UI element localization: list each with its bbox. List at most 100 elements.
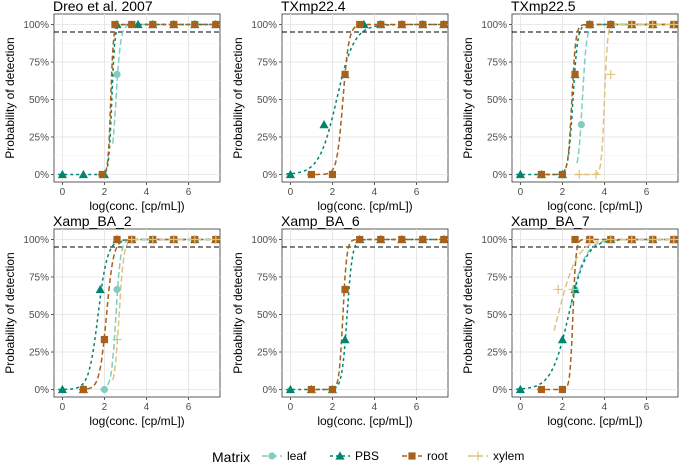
curve-root — [537, 23, 675, 176]
x-axis-title: log(conc. [cp/mL]) — [547, 414, 642, 428]
point-PBS — [57, 169, 68, 179]
x-axis-title: log(conc. [cp/mL]) — [317, 199, 412, 213]
legend: Matrix leaf PBS root xylem — [212, 449, 524, 465]
curve-root — [307, 238, 445, 391]
y-tick-label: 0% — [35, 385, 50, 396]
point-PBS — [319, 119, 329, 129]
curve-leaf — [576, 23, 675, 164]
x-tick-label: 2 — [102, 187, 108, 198]
point-root — [307, 385, 316, 394]
y-axis-title: Probability of detection — [461, 37, 475, 158]
point-root — [149, 20, 157, 29]
point-xylem — [627, 20, 637, 29]
point-root — [398, 235, 406, 244]
legend-key-marker — [335, 451, 345, 460]
point-xylem — [148, 235, 158, 244]
y-tick-label: 0% — [493, 170, 508, 181]
x-tick-label: 4 — [602, 187, 608, 198]
point-root — [571, 235, 579, 244]
x-axis-title: log(conc. [cp/mL]) — [547, 199, 642, 213]
legend-label: root — [427, 449, 448, 463]
legend-label: leaf — [287, 449, 307, 463]
x-tick-label: 2 — [330, 402, 336, 413]
point-xylem — [574, 170, 584, 179]
point-xylem — [127, 235, 137, 244]
y-tick-label: 75% — [487, 58, 507, 69]
point-root — [537, 385, 546, 394]
point-root — [212, 20, 220, 29]
panel-6: 0 2 4 6 0% 25% 50% 75% 100% Xamp_BA_7 log(conc. [c… — [461, 213, 679, 428]
panel-5: 0 2 4 6 0% 25% 50% 75% 100% Xamp_BA_6 log(conc. [c… — [231, 213, 449, 428]
point-root — [191, 20, 199, 29]
plot-area — [511, 13, 679, 183]
y-tick-label: 75% — [487, 273, 507, 284]
y-tick-label: 100% — [251, 235, 277, 246]
legend-title: Matrix — [212, 449, 250, 465]
point-root — [571, 70, 579, 79]
y-tick-label: 75% — [257, 58, 277, 69]
point-root — [419, 20, 427, 29]
x-tick-label: 2 — [560, 187, 566, 198]
y-axis-title: Probability of detection — [3, 252, 17, 373]
y-tick-label: 50% — [257, 95, 277, 106]
panel-title: Dreo et al. 2007 — [53, 0, 153, 14]
x-tick-label: 2 — [102, 402, 108, 413]
point-root — [341, 70, 349, 79]
point-root — [419, 235, 427, 244]
point-root — [440, 235, 448, 244]
point-xylem — [211, 235, 221, 244]
point-xylem — [190, 235, 200, 244]
point-xylem — [112, 335, 122, 345]
plot-area — [281, 228, 449, 398]
point-PBS — [285, 169, 296, 179]
y-axis-title: Probability of detection — [3, 37, 17, 158]
y-axis-title: Probability of detection — [231, 252, 245, 373]
curve-root — [307, 23, 445, 176]
point-root — [398, 20, 406, 29]
point-xylem — [585, 235, 595, 244]
y-tick-label: 50% — [487, 95, 507, 106]
legend-label: xylem — [493, 449, 524, 463]
x-tick-label: 4 — [372, 187, 378, 198]
point-leaf — [100, 385, 109, 394]
x-tick-label: 0 — [518, 402, 524, 413]
point-xylem — [669, 20, 679, 29]
point-root — [111, 20, 119, 29]
point-root — [356, 235, 364, 244]
point-root — [98, 170, 106, 179]
plot-area — [511, 228, 679, 398]
point-root — [307, 170, 316, 179]
legend-items: leaf PBS root xylem — [262, 449, 524, 463]
point-xylem — [553, 284, 563, 294]
legend-item-xylem: xylem — [468, 449, 524, 463]
y-axis-title: Probability of detection — [461, 252, 475, 373]
point-root — [113, 235, 121, 244]
y-tick-label: 25% — [257, 348, 277, 359]
y-axis-title: Probability of detection — [231, 37, 245, 158]
panel-title: TXmp22.4 — [281, 0, 346, 14]
panel-4: 0 2 4 6 0% 25% 50% 75% 100% Xamp_BA_2 log(conc. [c… — [3, 213, 221, 428]
point-xylem — [627, 235, 637, 244]
y-tick-label: 25% — [487, 348, 507, 359]
point-xylem — [606, 235, 616, 244]
panel-title: Xamp_BA_7 — [511, 213, 590, 229]
legend-item-leaf: leaf — [262, 449, 307, 463]
panel-title: Xamp_BA_2 — [53, 213, 132, 229]
point-root — [128, 20, 136, 29]
point-PBS — [515, 169, 526, 179]
x-axis-title: log(conc. [cp/mL]) — [89, 199, 184, 213]
x-tick-label: 0 — [60, 187, 66, 198]
y-tick-label: 0% — [263, 385, 278, 396]
x-tick-label: 6 — [414, 402, 420, 413]
plot-area — [53, 13, 221, 183]
point-root — [558, 170, 567, 179]
y-tick-label: 75% — [29, 58, 49, 69]
y-tick-label: 0% — [35, 170, 50, 181]
point-xylem — [669, 235, 679, 244]
point-root — [558, 385, 567, 394]
x-axis-title: log(conc. [cp/mL]) — [317, 414, 412, 428]
x-tick-label: 2 — [330, 187, 336, 198]
point-root — [356, 20, 364, 29]
x-tick-label: 4 — [144, 187, 150, 198]
point-PBS — [78, 169, 89, 179]
